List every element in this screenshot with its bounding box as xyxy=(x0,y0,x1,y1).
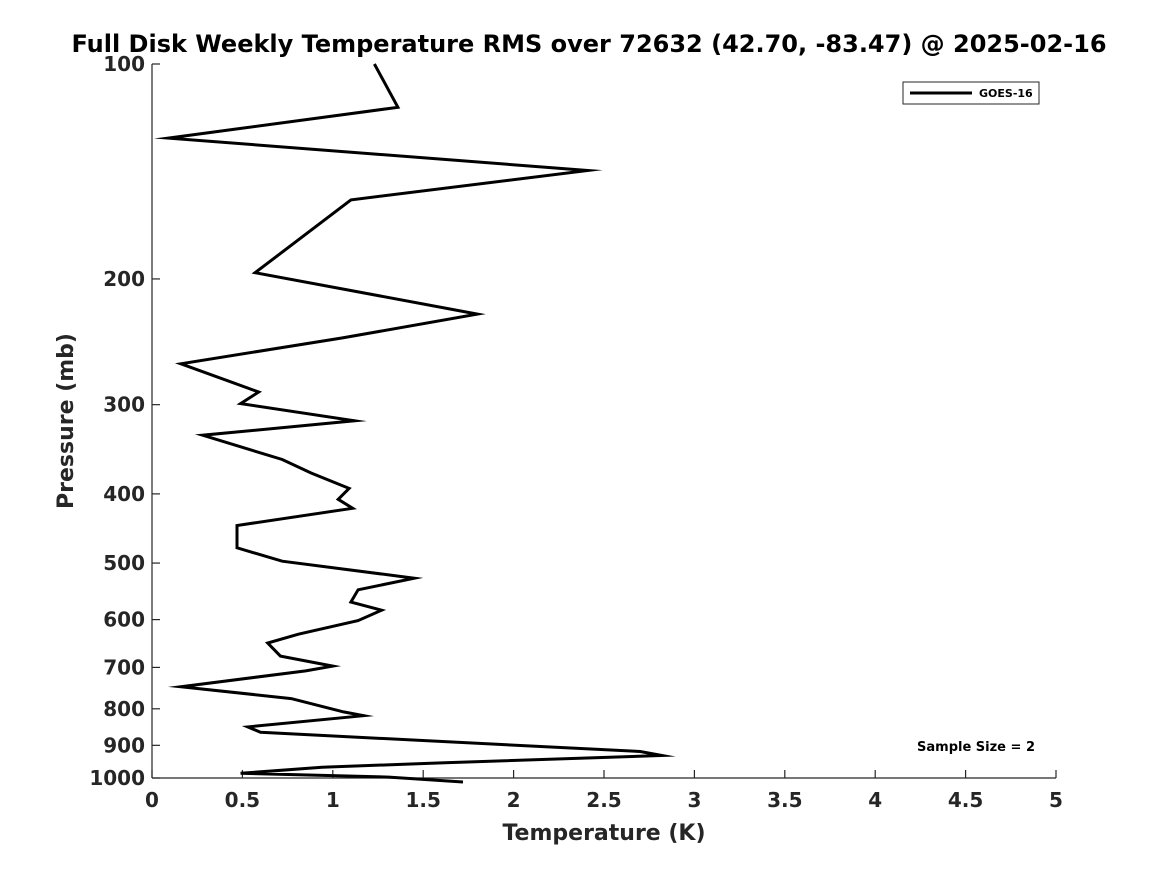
plot-area xyxy=(151,64,1056,779)
x-axis-ticks: 0 0.5 1 1.5 2 2.5 3 3.5 4 4.5 5 xyxy=(145,770,1063,812)
y-tick-label: 100 xyxy=(103,52,145,76)
x-tick-label: 1 xyxy=(326,788,340,812)
y-tick-label: 300 xyxy=(103,393,145,417)
x-tick-label: 0 xyxy=(145,788,159,812)
y-tick-label: 900 xyxy=(103,733,145,757)
y-tick-label: 800 xyxy=(103,697,145,721)
y-tick-label: 400 xyxy=(103,482,145,506)
legend: GOES-16 xyxy=(902,81,1040,105)
x-tick-label: 4 xyxy=(868,788,882,812)
x-tick-label: 2.5 xyxy=(586,788,621,812)
x-tick-label: 1.5 xyxy=(405,788,440,812)
x-tick-label: 0.5 xyxy=(225,788,260,812)
y-tick-label: 600 xyxy=(103,608,145,632)
series-layer xyxy=(154,63,676,784)
sample-size-annotation: Sample Size = 2 xyxy=(917,740,1035,755)
y-tick-label: 500 xyxy=(103,551,145,575)
legend-label-goes-16: GOES-16 xyxy=(979,87,1033,100)
x-tick-label: 2 xyxy=(507,788,521,812)
x-axis-label: Temperature (K) xyxy=(502,821,705,846)
y-axis-ticks: 100 200 300 400 500 600 700 800 900 1000 xyxy=(89,52,160,790)
y-tick-label: 700 xyxy=(103,655,145,679)
chart-title: Full Disk Weekly Temperature RMS over 72… xyxy=(71,30,1106,58)
x-tick-label: 4.5 xyxy=(948,788,983,812)
series-line-goes-16 xyxy=(154,63,676,784)
x-tick-label: 5 xyxy=(1049,788,1063,812)
y-tick-label: 200 xyxy=(103,267,145,291)
y-tick-label: 1000 xyxy=(89,766,145,790)
y-axis-label: Pressure (mb) xyxy=(54,333,79,509)
x-tick-label: 3.5 xyxy=(767,788,802,812)
x-tick-label: 3 xyxy=(687,788,701,812)
